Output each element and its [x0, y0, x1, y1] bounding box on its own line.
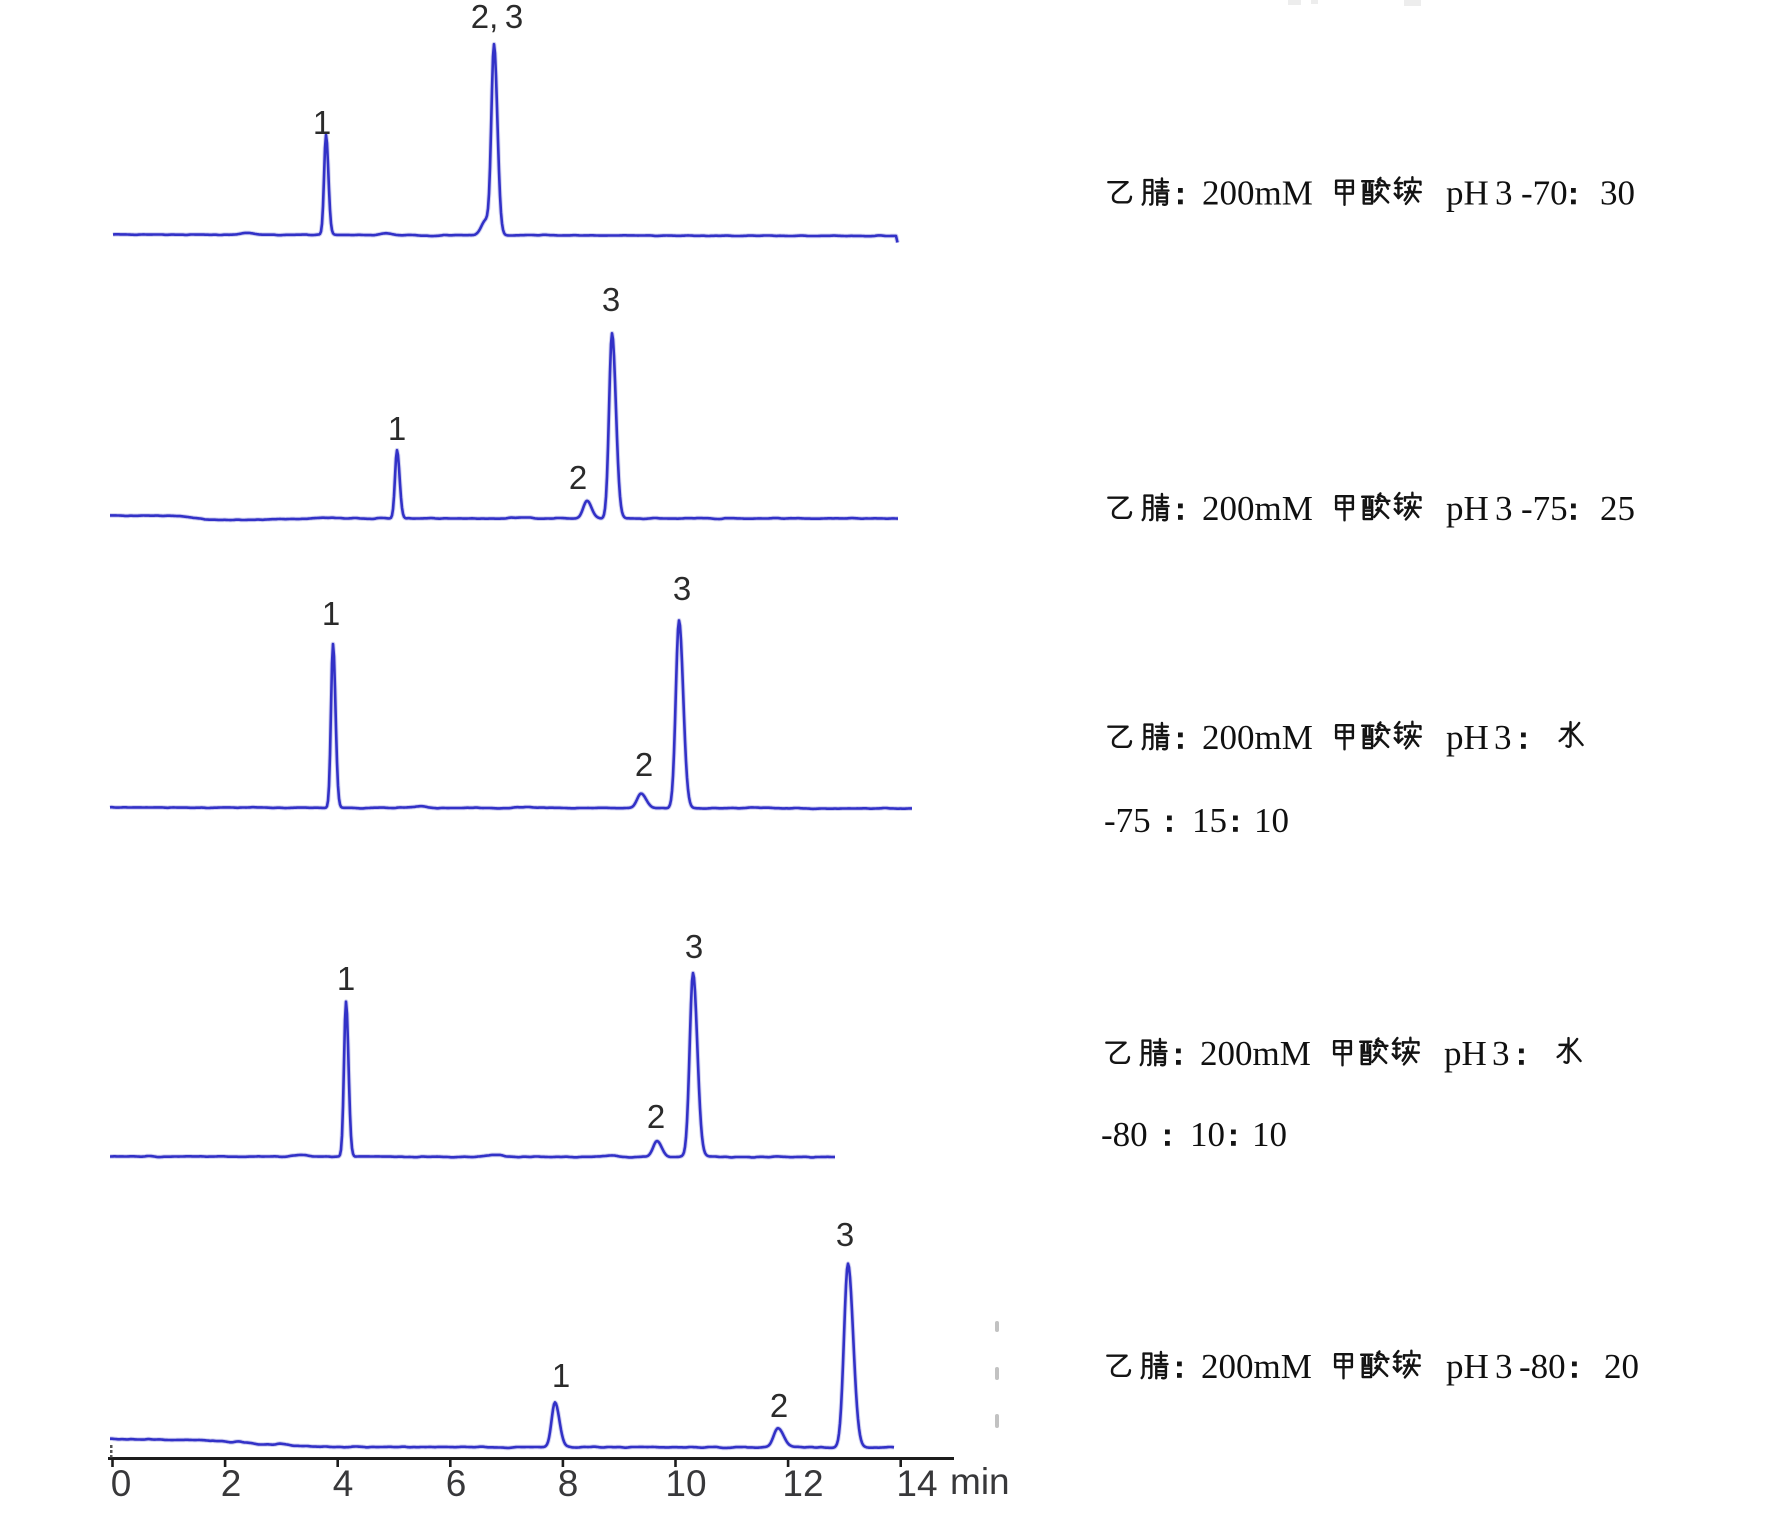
svg-text:3: 3: [1495, 489, 1513, 528]
svg-text:14: 14: [896, 1463, 937, 1504]
svg-text:10: 10: [1252, 1115, 1287, 1154]
svg-text:-70: -70: [1521, 174, 1568, 213]
svg-text:-80: -80: [1519, 1347, 1566, 1386]
svg-text:3: 3: [673, 570, 691, 607]
svg-text:200mM: 200mM: [1202, 174, 1313, 213]
svg-text:200mM: 200mM: [1202, 718, 1313, 757]
svg-text:3: 3: [1492, 1034, 1510, 1073]
svg-text:10: 10: [1190, 1115, 1225, 1154]
svg-text:-80: -80: [1101, 1115, 1148, 1154]
svg-text:30: 30: [1600, 174, 1635, 213]
svg-text:4: 4: [333, 1463, 354, 1504]
svg-text:3: 3: [602, 281, 620, 318]
svg-text:15: 15: [1192, 801, 1227, 840]
svg-text:200mM: 200mM: [1202, 489, 1313, 528]
svg-text:8: 8: [558, 1463, 579, 1504]
svg-text:pH: pH: [1446, 174, 1489, 213]
svg-text:1: 1: [322, 595, 340, 632]
svg-text:2: 2: [569, 459, 587, 496]
svg-text:0: 0: [111, 1463, 132, 1504]
svg-text:2, 3: 2, 3: [471, 0, 523, 35]
svg-text:2: 2: [221, 1463, 242, 1504]
svg-text:20: 20: [1604, 1347, 1639, 1386]
svg-text:10: 10: [665, 1463, 706, 1504]
svg-text:1: 1: [337, 960, 355, 997]
svg-text:3: 3: [1495, 174, 1513, 213]
svg-text:pH: pH: [1446, 718, 1489, 757]
svg-text:-75: -75: [1521, 489, 1568, 528]
svg-text:2: 2: [770, 1387, 788, 1424]
svg-text:12: 12: [782, 1463, 823, 1504]
svg-text:10: 10: [1254, 801, 1289, 840]
svg-text:pH: pH: [1446, 1347, 1489, 1386]
svg-text:-75: -75: [1104, 801, 1151, 840]
svg-text:3: 3: [836, 1216, 854, 1253]
svg-text:3: 3: [1494, 718, 1512, 757]
svg-text:pH: pH: [1444, 1034, 1487, 1073]
svg-text:200mM: 200mM: [1201, 1347, 1312, 1386]
svg-text:6: 6: [446, 1463, 467, 1504]
svg-text:200mM: 200mM: [1200, 1034, 1311, 1073]
svg-text:1: 1: [552, 1357, 570, 1394]
svg-text:3: 3: [685, 928, 703, 965]
svg-text:pH: pH: [1446, 489, 1489, 528]
svg-text:min: min: [950, 1461, 1010, 1502]
svg-text:2: 2: [647, 1098, 665, 1135]
svg-text:1: 1: [313, 104, 331, 141]
svg-text:3: 3: [1495, 1347, 1513, 1386]
svg-text:2: 2: [635, 746, 653, 783]
svg-text:1: 1: [388, 410, 406, 447]
svg-text:25: 25: [1600, 489, 1635, 528]
